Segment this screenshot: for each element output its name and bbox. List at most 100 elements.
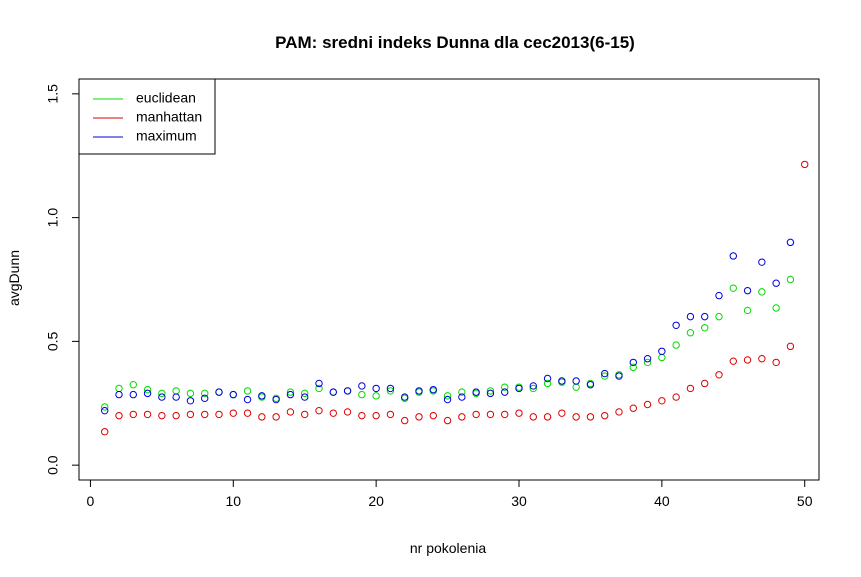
chart-title: PAM: sredni indeks Dunna dla cec2013(6-1…: [275, 33, 635, 52]
point-euclidean: [315, 384, 323, 393]
point-euclidean: [786, 275, 795, 284]
point-maximum: [572, 377, 580, 385]
point-euclidean: [701, 324, 709, 332]
point-manhattan: [586, 413, 595, 421]
point-manhattan: [801, 160, 809, 169]
point-manhattan: [658, 397, 666, 405]
y-tick-label: 1.0: [45, 208, 61, 228]
point-manhattan: [701, 379, 709, 388]
point-euclidean: [172, 387, 180, 395]
point-manhattan: [343, 408, 352, 416]
point-maximum: [701, 312, 709, 321]
point-maximum: [515, 384, 523, 393]
point-maximum: [372, 384, 380, 393]
x-tick-label: 30: [511, 493, 527, 509]
x-tick-label: 20: [368, 493, 384, 509]
point-euclidean: [458, 388, 466, 396]
point-manhattan: [386, 410, 395, 419]
point-euclidean: [686, 329, 695, 337]
point-maximum: [658, 347, 666, 355]
point-euclidean: [601, 372, 609, 380]
x-tick-label: 50: [797, 493, 813, 509]
point-manhattan: [629, 404, 637, 412]
point-manhattan: [143, 410, 152, 419]
point-maximum: [672, 321, 680, 329]
point-maximum: [458, 393, 466, 401]
data-points: [101, 160, 809, 436]
point-manhattan: [486, 410, 495, 419]
point-maximum: [115, 390, 123, 399]
point-maximum: [743, 286, 752, 295]
point-maximum: [772, 279, 780, 287]
point-maximum: [272, 395, 280, 404]
point-manhattan: [501, 410, 509, 419]
point-euclidean: [743, 306, 752, 315]
point-maximum: [143, 389, 152, 398]
point-manhattan: [515, 409, 523, 417]
y-tick-label: 1.5: [45, 84, 61, 104]
point-euclidean: [715, 312, 723, 321]
point-maximum: [301, 393, 309, 401]
x-axis: 0 10 20 30 40 50: [87, 479, 813, 509]
x-tick-label: 40: [654, 493, 670, 509]
point-maximum: [186, 397, 195, 405]
legend-label-euclidean: euclidean: [136, 90, 196, 106]
point-manhattan: [372, 411, 380, 420]
point-maximum: [601, 369, 609, 378]
y-axis-label: avgDunn: [6, 250, 22, 306]
point-manhattan: [229, 409, 237, 417]
series-maximum: [101, 238, 795, 415]
point-maximum: [329, 388, 337, 396]
y-axis: 0.0 0.5 1.0 1.5: [45, 84, 80, 475]
point-manhattan: [129, 410, 137, 419]
point-maximum: [343, 387, 352, 395]
legend-label-maximum: maximum: [136, 128, 197, 144]
point-manhattan: [101, 428, 109, 436]
point-maximum: [158, 393, 166, 401]
point-manhattan: [115, 411, 123, 420]
point-maximum: [358, 382, 366, 390]
point-euclidean: [486, 387, 495, 395]
x-axis-label: nr pokolenia: [410, 540, 486, 556]
point-euclidean: [443, 392, 452, 400]
point-maximum: [543, 374, 552, 383]
point-maximum: [715, 291, 723, 300]
point-euclidean: [201, 389, 209, 398]
point-manhattan: [258, 413, 266, 421]
point-maximum: [686, 312, 695, 321]
point-euclidean: [386, 387, 395, 395]
point-manhattan: [272, 413, 280, 421]
point-euclidean: [658, 353, 666, 362]
point-euclidean: [101, 403, 109, 411]
point-manhattan: [686, 384, 695, 393]
point-maximum: [486, 389, 495, 398]
point-manhattan: [158, 411, 166, 420]
point-euclidean: [543, 379, 552, 388]
point-euclidean: [572, 383, 580, 391]
point-euclidean: [501, 383, 509, 391]
point-maximum: [643, 355, 652, 363]
point-maximum: [443, 395, 452, 404]
point-manhattan: [772, 358, 780, 367]
point-euclidean: [301, 389, 309, 398]
point-manhattan: [758, 355, 766, 363]
legend: euclidean manhattan maximum: [78, 78, 216, 155]
point-manhattan: [572, 413, 580, 421]
x-tick-label: 0: [87, 493, 95, 509]
point-manhattan: [429, 411, 437, 420]
point-maximum: [729, 252, 737, 260]
point-manhattan: [186, 410, 195, 419]
series-euclidean: [101, 275, 795, 411]
point-manhattan: [415, 413, 423, 421]
point-euclidean: [629, 363, 637, 372]
point-maximum: [758, 258, 766, 266]
point-maximum: [386, 384, 395, 393]
point-manhattan: [172, 411, 180, 420]
point-manhattan: [543, 413, 552, 421]
point-euclidean: [772, 304, 780, 312]
point-euclidean: [672, 341, 680, 349]
point-euclidean: [729, 284, 737, 292]
point-euclidean: [143, 385, 152, 394]
point-manhattan: [358, 411, 366, 420]
point-manhattan: [329, 409, 337, 417]
